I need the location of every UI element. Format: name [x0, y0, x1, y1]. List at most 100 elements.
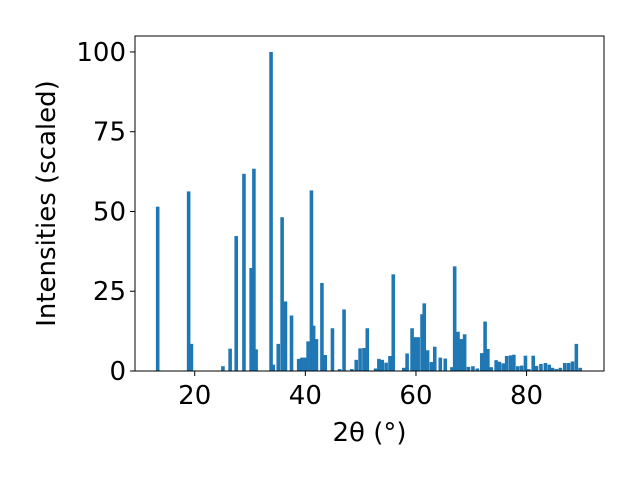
bar — [523, 355, 528, 371]
y-tick-label: 100 — [76, 38, 126, 68]
bar — [320, 282, 324, 371]
bar — [186, 191, 191, 371]
bar — [221, 366, 225, 371]
bar — [479, 353, 484, 371]
x-tick-label: 60 — [399, 381, 432, 411]
bar — [365, 328, 370, 371]
bar — [547, 364, 552, 371]
x-tick-label: 80 — [510, 381, 543, 411]
bar — [189, 343, 194, 371]
bar — [309, 190, 314, 371]
bar — [280, 217, 284, 371]
bar — [306, 341, 310, 371]
bar — [410, 328, 414, 371]
bar — [494, 360, 498, 371]
bar — [519, 365, 524, 371]
bar — [443, 358, 448, 371]
bar — [303, 357, 308, 371]
bar — [342, 309, 346, 371]
bar — [438, 357, 443, 371]
bar — [531, 355, 535, 371]
bar — [483, 321, 487, 371]
bar — [578, 367, 583, 371]
bar — [459, 339, 464, 371]
bar — [456, 331, 460, 371]
bar — [562, 363, 567, 371]
bar — [432, 346, 437, 371]
bar — [289, 315, 294, 371]
bar — [323, 355, 328, 371]
bar — [489, 367, 493, 371]
bar — [420, 314, 424, 371]
bar — [526, 369, 531, 371]
bar-series — [155, 51, 583, 371]
bar — [155, 206, 160, 371]
x-tick-label: 20 — [178, 381, 211, 411]
y-tick-label: 75 — [93, 118, 126, 148]
bar — [554, 369, 559, 371]
bar — [252, 168, 256, 371]
bar — [471, 366, 475, 371]
bar — [391, 274, 396, 371]
bar — [249, 267, 253, 371]
bar — [534, 365, 539, 371]
bar — [311, 325, 316, 371]
x-axis-label: 2θ (°) — [332, 418, 406, 448]
bar — [269, 51, 273, 371]
bar — [388, 356, 392, 371]
bar — [242, 173, 246, 371]
bar — [373, 368, 378, 371]
bar — [296, 358, 301, 371]
bar — [254, 349, 258, 371]
bar — [422, 303, 427, 371]
bar — [574, 343, 579, 371]
bar — [466, 366, 471, 371]
bar — [486, 348, 490, 371]
bar — [271, 364, 276, 371]
x-tick-label: 40 — [289, 381, 322, 411]
bar — [276, 343, 281, 371]
bar — [550, 367, 555, 371]
y-tick-label: 0 — [109, 357, 126, 387]
bar — [405, 353, 409, 371]
bar — [539, 363, 543, 371]
bar — [413, 337, 417, 371]
y-axis-ticks: 0 25 50 75 100 — [76, 38, 135, 387]
bar — [416, 337, 420, 371]
bar — [337, 369, 342, 371]
y-axis-label: Intensities (scaled) — [32, 80, 62, 327]
y-tick-label: 50 — [93, 197, 126, 227]
bar — [384, 362, 388, 371]
x-axis-ticks: 20 40 60 80 — [178, 371, 543, 411]
bar — [228, 348, 232, 371]
bar — [380, 359, 385, 371]
bar — [300, 357, 304, 371]
bar — [566, 363, 571, 371]
bar — [330, 328, 335, 371]
bar — [429, 362, 434, 371]
bar — [452, 266, 457, 371]
bar — [401, 367, 406, 371]
bar — [450, 367, 454, 371]
bar — [377, 358, 381, 371]
bar — [234, 236, 238, 371]
bar — [570, 361, 575, 371]
bar — [501, 363, 506, 371]
bar — [512, 354, 516, 371]
plot-frame — [134, 35, 605, 372]
bar — [508, 355, 513, 371]
bar — [475, 368, 480, 371]
bar — [558, 367, 563, 371]
bar — [543, 363, 548, 371]
bar — [358, 348, 362, 371]
bar — [462, 334, 467, 371]
bar — [425, 350, 430, 371]
bar — [362, 348, 366, 371]
y-tick-label: 25 — [93, 277, 126, 307]
bar — [350, 369, 354, 371]
bar — [283, 301, 288, 371]
bar — [354, 359, 359, 371]
bar — [515, 366, 520, 371]
bar — [314, 339, 319, 371]
